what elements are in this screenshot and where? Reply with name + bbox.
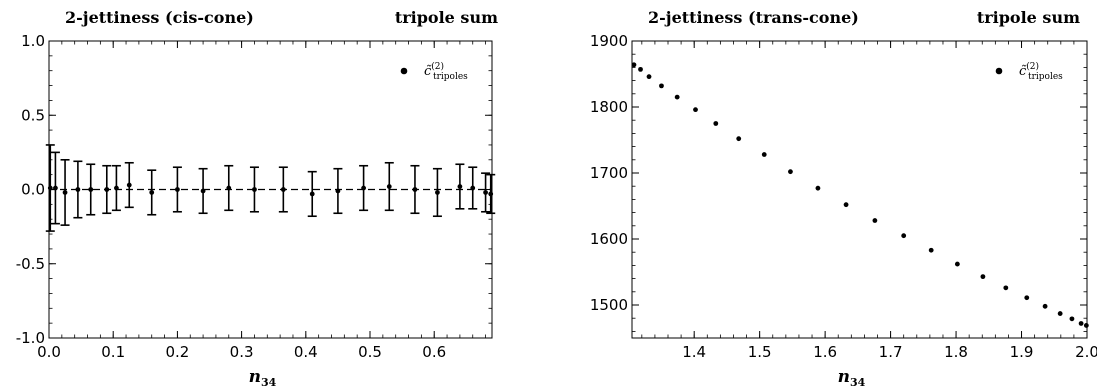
data-point	[361, 185, 366, 191]
chart-title-right: tripole sum	[977, 8, 1080, 27]
chart-title-right: tripole sum	[395, 8, 498, 27]
x-tick-label: 1.7	[879, 343, 903, 361]
legend-superscript: (2)	[1026, 61, 1039, 72]
data-point	[631, 62, 637, 68]
data-point	[693, 107, 698, 113]
x-axis-label-main: n	[249, 367, 261, 387]
data-point	[47, 185, 53, 191]
legend-subscript: tripoles	[1028, 72, 1063, 82]
x-tick-label: 2.0	[1075, 343, 1097, 361]
x-tick-label: 0.3	[230, 343, 254, 361]
y-tick-label: 1800	[590, 98, 628, 116]
data-point	[280, 187, 286, 192]
data-point	[435, 190, 440, 195]
y-tick-label: 1600	[590, 230, 628, 248]
data-point	[62, 190, 68, 195]
data-point	[980, 274, 986, 280]
chart-2: 2-jettiness (trans-cone) tripole sum 1.4 1.…	[590, 8, 1097, 389]
x-tick-label: 1.4	[682, 343, 706, 361]
data-point	[309, 191, 315, 197]
data-point	[75, 187, 81, 192]
chart-1: 2-jettiness (cis-cone) tripole sum 0.0 0.1 0…	[16, 8, 498, 389]
legend-label: c̃(2) tripoles	[1019, 61, 1063, 82]
x-tick-label: 0.4	[294, 343, 318, 361]
x-tick-label: 0.1	[101, 343, 125, 361]
data-point	[872, 218, 878, 223]
legend-symbol: c̃	[424, 64, 432, 79]
data-point	[252, 187, 257, 192]
x-tick-label: 1.6	[813, 343, 837, 361]
legend-marker	[400, 67, 408, 75]
data-point	[412, 187, 418, 192]
data-point	[843, 202, 849, 208]
data-point	[1069, 316, 1075, 322]
data-point	[104, 187, 110, 192]
legend-symbol: c̃	[1019, 64, 1027, 79]
x-axis-label-subscript: 34	[261, 376, 277, 389]
x-tick-label: 0.0	[37, 343, 61, 361]
data-point	[928, 247, 934, 253]
legend-label: c̃(2) tripoles	[424, 61, 468, 82]
x-tick-label: 0.6	[422, 343, 446, 361]
y-tick-label: 0.0	[21, 181, 45, 199]
legend-superscript: (2)	[431, 61, 444, 72]
y-tick-label: 1.0	[21, 32, 45, 50]
data-point	[335, 188, 341, 194]
x-axis-label-main: n	[838, 367, 850, 387]
chart-title-left: 2-jettiness (cis-cone)	[65, 8, 254, 27]
data-point	[386, 184, 392, 189]
y-tick-label: -0.5	[16, 255, 45, 273]
plot-frame	[631, 40, 1088, 339]
y-tick-label: 1500	[590, 296, 628, 314]
data-point	[638, 66, 643, 72]
x-axis-label-subscript: 34	[850, 376, 866, 389]
data-point	[53, 185, 58, 191]
data-point	[488, 191, 494, 197]
x-axis-label: n34	[249, 367, 277, 389]
data-point	[1003, 285, 1009, 291]
data-point	[1024, 295, 1030, 301]
data-point	[88, 187, 94, 192]
legend-marker	[995, 67, 1003, 75]
data-point	[788, 169, 793, 175]
y-tick-label: 1700	[590, 164, 628, 182]
x-tick-label: 0.2	[165, 343, 189, 361]
data-point	[954, 261, 960, 267]
data-point	[659, 83, 664, 89]
data-point	[470, 185, 476, 191]
data-point	[200, 188, 206, 194]
data-point	[1083, 323, 1089, 328]
x-axis-label: n34	[838, 367, 866, 389]
y-tick-label: -1.0	[16, 329, 45, 347]
data-point	[1057, 311, 1063, 316]
data-point	[815, 185, 821, 191]
data-point	[674, 94, 680, 100]
data-point	[114, 185, 119, 191]
y-tick-label: 0.5	[21, 106, 45, 124]
data-point	[713, 121, 719, 126]
data-point	[483, 190, 488, 195]
data-point	[761, 152, 767, 157]
x-tick-label: 1.9	[1010, 343, 1034, 361]
legend-subscript: tripoles	[433, 72, 468, 82]
data-point	[126, 182, 132, 188]
data-point	[736, 136, 742, 142]
data-point	[226, 185, 232, 191]
data-point	[457, 184, 463, 189]
data-point	[1078, 321, 1084, 326]
data-point	[1042, 303, 1048, 309]
chart-title-left: 2-jettiness (trans-cone)	[648, 8, 859, 27]
data-point	[175, 187, 180, 192]
x-tick-label: 1.5	[748, 343, 772, 361]
data-point	[901, 233, 907, 239]
data-point	[149, 190, 155, 195]
x-tick-label: 1.8	[944, 343, 968, 361]
y-tick-label: 1900	[590, 32, 628, 50]
data-point	[646, 74, 652, 80]
x-tick-label: 0.5	[358, 343, 382, 361]
